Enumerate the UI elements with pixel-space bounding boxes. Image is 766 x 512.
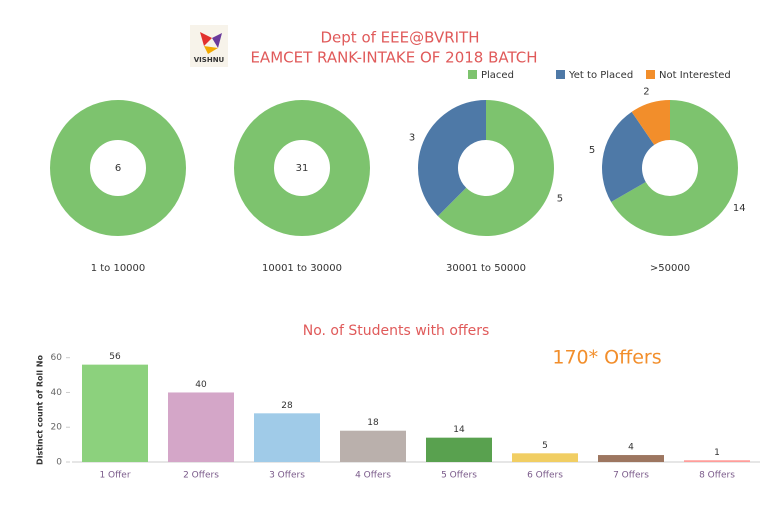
bar — [598, 455, 664, 462]
legend-label: Not Interested — [659, 70, 731, 81]
chart-title: No. of Students with offers — [303, 323, 490, 339]
logo-bg — [190, 25, 228, 67]
legend-swatch — [646, 70, 655, 79]
bar — [340, 430, 406, 462]
y-tick-label: 0 — [56, 458, 62, 468]
y-tick-label: 40 — [51, 388, 63, 398]
x-tick-label: 2 Offers — [183, 471, 219, 481]
logo-shape — [200, 32, 212, 46]
bar — [426, 437, 492, 462]
legend-swatch — [468, 70, 477, 79]
bar — [684, 460, 750, 462]
value-label: 5 — [542, 441, 548, 451]
x-tick-label: 8 Offers — [699, 471, 735, 481]
legend-swatch — [556, 70, 565, 79]
value-label: 5 — [557, 194, 563, 205]
value-label: 56 — [109, 352, 121, 362]
donut-label: 30001 to 50000 — [446, 263, 526, 274]
x-tick-label: 5 Offers — [441, 471, 477, 481]
y-tick-label: 60 — [51, 353, 63, 363]
value-label: 6 — [115, 163, 121, 174]
bar — [512, 453, 578, 462]
donut-label: >50000 — [650, 263, 690, 274]
bar — [254, 413, 320, 462]
logo-text: VISHNU — [194, 56, 225, 64]
y-axis-label: Distinct count of Roll No — [36, 355, 45, 465]
legend-label: Placed — [481, 70, 514, 81]
logo: VISHNU — [190, 25, 228, 67]
donut-segment — [611, 100, 739, 237]
value-label: 1 — [714, 448, 720, 458]
legend-label: Yet to Placed — [568, 70, 633, 81]
value-label: 2 — [643, 87, 649, 98]
value-label: 4 — [628, 443, 634, 453]
x-tick-label: 3 Offers — [269, 471, 305, 481]
x-tick-label: 7 Offers — [613, 471, 649, 481]
value-label: 18 — [367, 418, 379, 428]
value-label: 3 — [409, 132, 415, 143]
bar — [168, 392, 234, 462]
value-label: 40 — [195, 380, 207, 390]
annotation: 170* Offers — [552, 347, 661, 369]
donut-segment — [234, 100, 370, 236]
donut-segment — [50, 100, 186, 236]
title: Dept of EEE@BVRITH — [321, 29, 480, 47]
x-tick-label: 6 Offers — [527, 471, 563, 481]
donut-segment — [437, 100, 554, 236]
x-tick-label: 1 Offer — [99, 471, 130, 481]
donut-segment — [602, 111, 655, 202]
value-label: 5 — [589, 145, 595, 156]
donut-label: 10001 to 30000 — [262, 263, 342, 274]
logo-shape — [212, 33, 222, 48]
value-label: 31 — [296, 163, 309, 174]
value-label: 14 — [733, 203, 746, 214]
value-label: 28 — [281, 401, 293, 411]
logo-shape — [204, 46, 218, 54]
subtitle: EAMCET RANK-INTAKE OF 2018 BATCH — [250, 49, 537, 67]
x-tick-label: 4 Offers — [355, 471, 391, 481]
value-label: 14 — [453, 425, 465, 435]
donut-label: 1 to 10000 — [91, 263, 146, 274]
donut-segment — [631, 100, 670, 145]
donut-segment — [418, 100, 486, 217]
bar — [82, 364, 148, 462]
y-tick-label: 20 — [51, 423, 63, 433]
